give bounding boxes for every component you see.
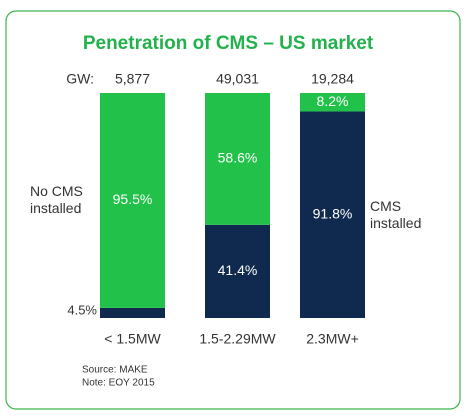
note: Note: EOY 2015 <box>82 378 155 389</box>
bar-segment <box>300 111 365 318</box>
value-label: 8.2% <box>317 93 349 109</box>
value-label: 95.5% <box>113 191 153 207</box>
note: Source: MAKE <box>82 365 148 376</box>
bar-segment <box>100 93 165 308</box>
bar-segment <box>205 224 270 318</box>
value-label: 4.5% <box>67 302 97 317</box>
bar-segment <box>100 307 165 318</box>
frame <box>5 10 461 410</box>
legend-label: CMS installed <box>370 198 422 231</box>
x-tick-label: 1.5-2.29MW <box>199 331 276 347</box>
x-tick-label: < 1.5MW <box>104 331 161 347</box>
total-label: 49,031 <box>216 71 259 87</box>
chart-title: Penetration of CMS – US market <box>83 33 374 54</box>
total-label: 19,284 <box>311 71 354 87</box>
x-tick-label: 2.3MW+ <box>306 331 359 347</box>
value-label: 41.4% <box>218 262 258 278</box>
bar-segment <box>205 93 270 225</box>
total-prefix: GW: <box>66 71 94 87</box>
legend-label: No CMS installed <box>30 183 83 216</box>
bar-segment <box>300 93 365 112</box>
value-label: 58.6% <box>218 150 258 166</box>
value-label: 91.8% <box>313 205 353 221</box>
total-label: 5,877 <box>115 71 150 87</box>
